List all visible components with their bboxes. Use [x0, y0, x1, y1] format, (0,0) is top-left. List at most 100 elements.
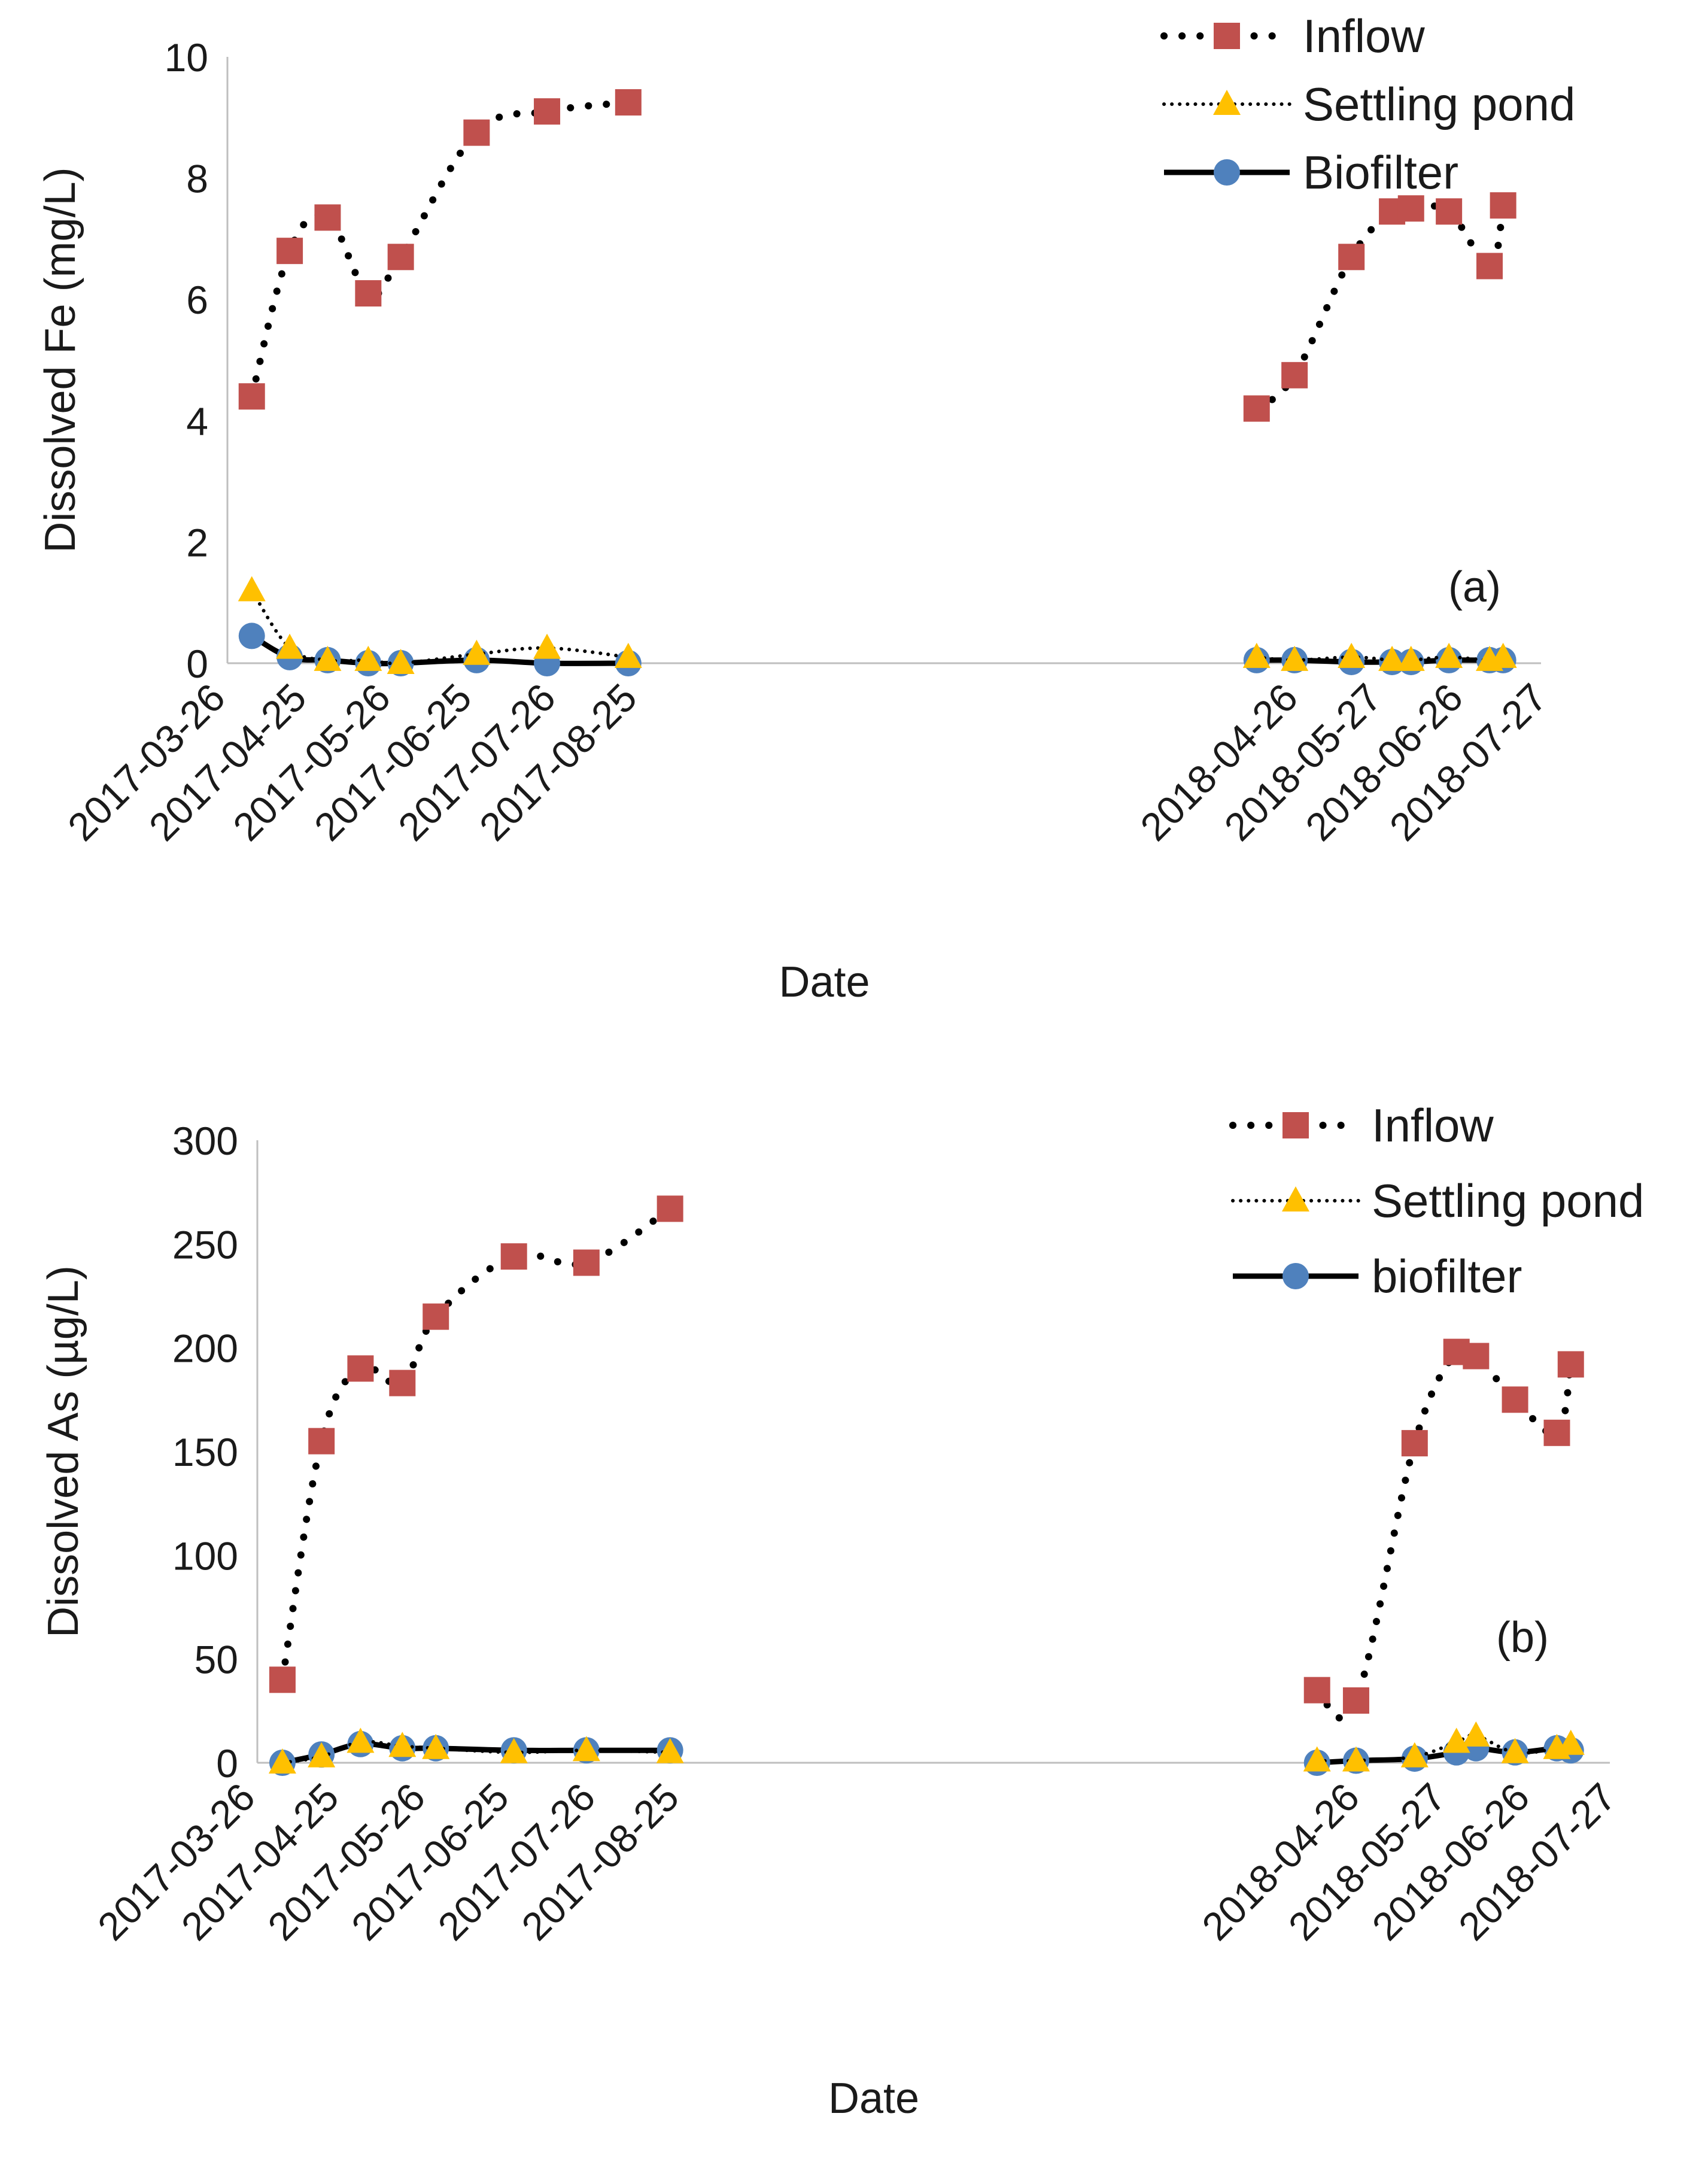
y-tick-label: 200: [172, 1326, 238, 1371]
data-point-triangle: [276, 633, 304, 659]
y-tick-label: 4: [186, 399, 208, 444]
data-point-square: [387, 244, 414, 271]
data-point-triangle: [1501, 1738, 1529, 1763]
data-point-triangle: [1489, 642, 1517, 668]
data-point-square: [657, 1195, 683, 1222]
data-point-square: [463, 119, 490, 146]
data-point-square: [1342, 1687, 1369, 1714]
legend-label: biofilter: [1372, 1250, 1522, 1302]
data-point-square: [1557, 1351, 1584, 1378]
data-point-square: [238, 383, 265, 410]
legend-marker-circle: [1214, 159, 1240, 186]
y-tick-label: 250: [172, 1222, 238, 1267]
y-tick-label: 0: [186, 642, 208, 686]
data-point-triangle: [500, 1738, 528, 1763]
legend-item: Settling pond: [1231, 1174, 1644, 1227]
data-point-triangle: [1462, 1721, 1490, 1747]
legend-label: Biofilter: [1303, 146, 1458, 199]
data-point-triangle: [1281, 645, 1309, 671]
data-point-square: [423, 1303, 449, 1330]
y-axis-title: Dissolved As (µg/L): [39, 1265, 87, 1638]
panel-label: (a): [1448, 563, 1501, 611]
data-point-square: [1338, 244, 1365, 271]
legend-item: biofilter: [1233, 1250, 1522, 1302]
legend-marker-triangle: [1213, 90, 1241, 115]
legend-label: Settling pond: [1303, 78, 1575, 130]
series-inflow: [238, 89, 1516, 422]
legend-label: Inflow: [1303, 10, 1425, 62]
y-axis-title: Dissolved Fe (mg/L): [37, 167, 84, 552]
data-point-triangle: [387, 649, 415, 674]
series-settling-pond: [268, 1721, 1585, 1774]
x-axis-title: Date: [779, 958, 870, 1006]
y-tick-label: 100: [172, 1534, 238, 1578]
legend-label: Inflow: [1372, 1099, 1494, 1152]
legend-marker-square: [1282, 1112, 1309, 1138]
data-point-square: [308, 1428, 335, 1455]
data-point-square: [1476, 253, 1503, 280]
data-point-triangle: [268, 1748, 296, 1774]
data-point-triangle: [1342, 1746, 1370, 1772]
legend: Inflow Settling pond biofilter: [1229, 1099, 1644, 1302]
y-tick-label: 10: [165, 35, 208, 80]
data-point-triangle: [1435, 642, 1463, 668]
data-point-triangle: [1400, 1742, 1429, 1768]
data-point-square: [1401, 1430, 1428, 1457]
data-point-square: [347, 1355, 374, 1382]
data-point-square: [389, 1370, 416, 1396]
data-point-square: [1463, 1343, 1490, 1370]
panel-label: (b): [1496, 1614, 1549, 1662]
data-point-triangle: [238, 576, 266, 602]
data-point-circle: [238, 623, 265, 649]
data-point-triangle: [314, 645, 342, 671]
data-point-triangle: [614, 642, 642, 668]
data-point-triangle: [388, 1732, 417, 1757]
legend-marker-triangle: [1282, 1186, 1309, 1211]
legend-item: Inflow: [1160, 10, 1425, 62]
y-tick-label: 0: [216, 1741, 238, 1786]
y-tick-label: 50: [194, 1638, 238, 1682]
data-point-square: [1436, 198, 1463, 225]
data-point-square: [276, 238, 303, 265]
legend-marker-square: [1214, 23, 1240, 49]
data-point-square: [1303, 1677, 1330, 1704]
data-point-square: [573, 1249, 600, 1276]
data-point-square: [1543, 1419, 1570, 1446]
legend-marker-circle: [1282, 1263, 1309, 1289]
data-point-square: [534, 98, 561, 125]
data-point-square: [1490, 192, 1516, 219]
data-point-square: [1397, 195, 1424, 222]
legend-item: Biofilter: [1164, 146, 1458, 199]
legend-item: Settling pond: [1162, 78, 1575, 130]
data-point-square: [1502, 1386, 1528, 1413]
y-tick-label: 6: [186, 278, 208, 322]
legend-label: Settling pond: [1372, 1174, 1644, 1227]
data-point-square: [1243, 395, 1270, 422]
y-tick-label: 2: [186, 520, 208, 564]
data-point-triangle: [1557, 1729, 1585, 1755]
y-tick-label: 8: [186, 157, 208, 201]
data-point-triangle: [1397, 645, 1425, 671]
data-point-triangle: [422, 1733, 450, 1759]
data-point-triangle: [1303, 1746, 1331, 1772]
data-point-triangle: [308, 1742, 336, 1768]
data-point-square: [355, 280, 382, 307]
data-point-square: [500, 1243, 527, 1270]
y-tick-label: 150: [172, 1430, 238, 1474]
data-point-triangle: [1378, 645, 1406, 671]
x-axis-title: Date: [828, 2075, 919, 2123]
data-point-triangle: [354, 645, 382, 671]
data-point-triangle: [533, 633, 561, 659]
data-point-square: [314, 204, 341, 231]
data-point-triangle: [463, 639, 491, 665]
data-point-square: [615, 89, 642, 116]
data-point-square: [1281, 362, 1308, 388]
series-inflow: [269, 1195, 1584, 1722]
legend: Inflow Settling pond Biofilter: [1160, 10, 1575, 199]
data-point-triangle: [1242, 642, 1271, 668]
series-settling-pond: [238, 576, 1517, 674]
legend-item: Inflow: [1229, 1099, 1494, 1152]
data-point-square: [269, 1666, 296, 1693]
data-point-triangle: [656, 1738, 684, 1763]
